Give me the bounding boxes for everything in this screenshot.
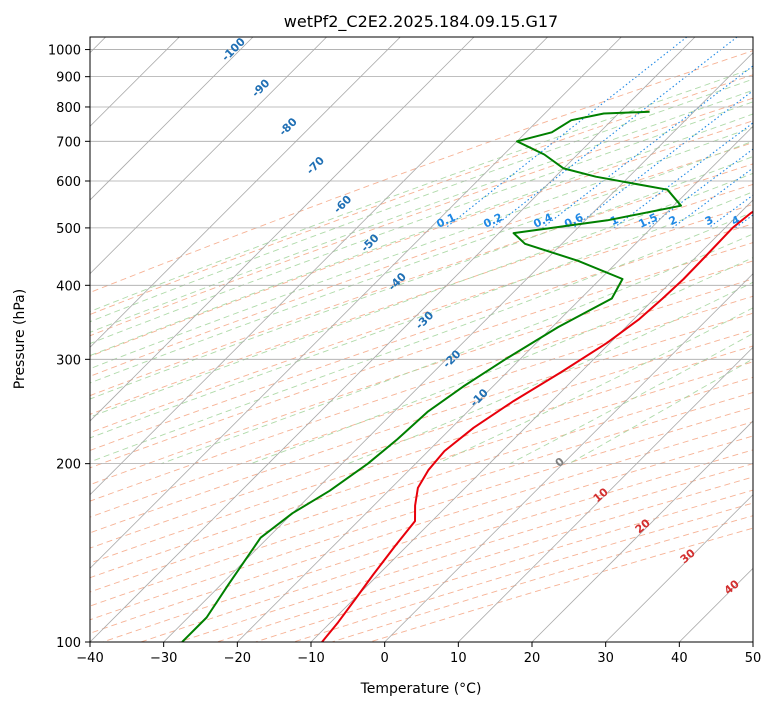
y-tick-label: 800: [56, 101, 81, 116]
mixing-ratio-line: [572, 90, 753, 229]
dry-adiabat-line: [90, 120, 753, 357]
isotherm-line: [163, 52, 753, 642]
isotherm-line: [90, 37, 622, 569]
y-tick-label: 900: [56, 71, 81, 86]
moist-adiabat-line: [90, 126, 753, 370]
moist-adiabat-line: [250, 257, 753, 465]
isotherm-line: [458, 346, 753, 642]
pressure-gridlines: [90, 49, 753, 642]
y-tick-label: 400: [56, 279, 81, 294]
mixing-ratio-line: [672, 167, 753, 229]
isotherm-line: [605, 494, 753, 642]
y-tick-label: 1000: [48, 44, 81, 59]
y-tick-label: 100: [56, 636, 81, 651]
y-tick-label: 600: [56, 175, 81, 190]
mixing-ratio-line: [542, 65, 753, 229]
dry-adiabat-line: [90, 50, 753, 293]
moist-adiabat-line: [347, 281, 753, 465]
x-tick-label: −10: [297, 651, 324, 666]
y-tick-label: 300: [56, 353, 81, 368]
chart-title: wetPf2_C2E2.2025.184.09.15.G17: [284, 12, 558, 32]
y-axis-label: Pressure (hPa): [12, 289, 28, 389]
x-tick-label: 30: [597, 651, 614, 666]
dry-adiabat-line: [90, 278, 753, 502]
moist-adiabat-line: [90, 156, 753, 400]
plot-frame: [89, 36, 754, 643]
x-axis-ticks: −40 −30 −20 −10 0 10 20 30 40 50: [76, 642, 761, 666]
y-axis-ticks: 100 200 300 400 500 600 700 800 900 1000: [48, 44, 90, 651]
dry-adiabat-line: [90, 183, 753, 415]
dry-adiabats: [90, 50, 753, 642]
moist-adiabat-line: [90, 89, 753, 333]
dry-adiabat-line: [90, 142, 753, 377]
moist-adiabat-line: [90, 67, 753, 312]
isotherm-line: [90, 37, 401, 348]
dry-adiabat-line: [90, 163, 753, 397]
sounding-series: [181, 110, 753, 642]
plot-area: 0.10.20.40.611.52346810131620253036-100-…: [90, 37, 753, 642]
isotherm-line: [384, 273, 753, 642]
isotherm-line: [90, 37, 327, 275]
y-tick-label: 700: [56, 135, 81, 150]
isotherms: [90, 37, 753, 642]
y-tick-label: 200: [56, 458, 81, 473]
moist-adiabat-line: [90, 101, 753, 345]
isotherm-line: [237, 125, 753, 642]
dry-adiabat-line: [90, 97, 753, 337]
moist-adiabat-line: [90, 78, 753, 323]
moist-adiabats: [90, 67, 753, 465]
temperature-line: [321, 210, 753, 642]
x-tick-label: 40: [671, 651, 688, 666]
isotherm-line: [90, 37, 696, 642]
isotherm-line: [90, 37, 254, 201]
dry-adiabat-line: [90, 329, 753, 549]
isotherm-line: [90, 37, 475, 422]
x-tick-label: 20: [524, 651, 541, 666]
dewpoint-line: [181, 110, 682, 642]
x-tick-label: −30: [150, 651, 177, 666]
moist-adiabat-line: [90, 140, 753, 384]
dry-adiabat-line: [90, 74, 753, 315]
moist-adiabat-line: [90, 113, 753, 357]
dry-adiabat-line: [90, 223, 753, 451]
x-tick-label: 10: [450, 651, 467, 666]
moist-adiabat-line: [90, 172, 753, 418]
x-tick-label: −40: [76, 651, 103, 666]
dry-adiabat-line: [90, 242, 753, 469]
x-tick-label: −20: [224, 651, 251, 666]
x-tick-label: 50: [745, 651, 762, 666]
moist-adiabat-line: [90, 211, 753, 463]
isotherm-line: [90, 37, 548, 496]
x-tick-label: 0: [381, 651, 389, 666]
isotherm-line: [310, 199, 753, 642]
x-axis-label: Temperature (°C): [360, 681, 482, 697]
dry-adiabat-line: [90, 312, 753, 534]
y-tick-label: 500: [56, 222, 81, 237]
isotherm-line: [531, 420, 753, 642]
